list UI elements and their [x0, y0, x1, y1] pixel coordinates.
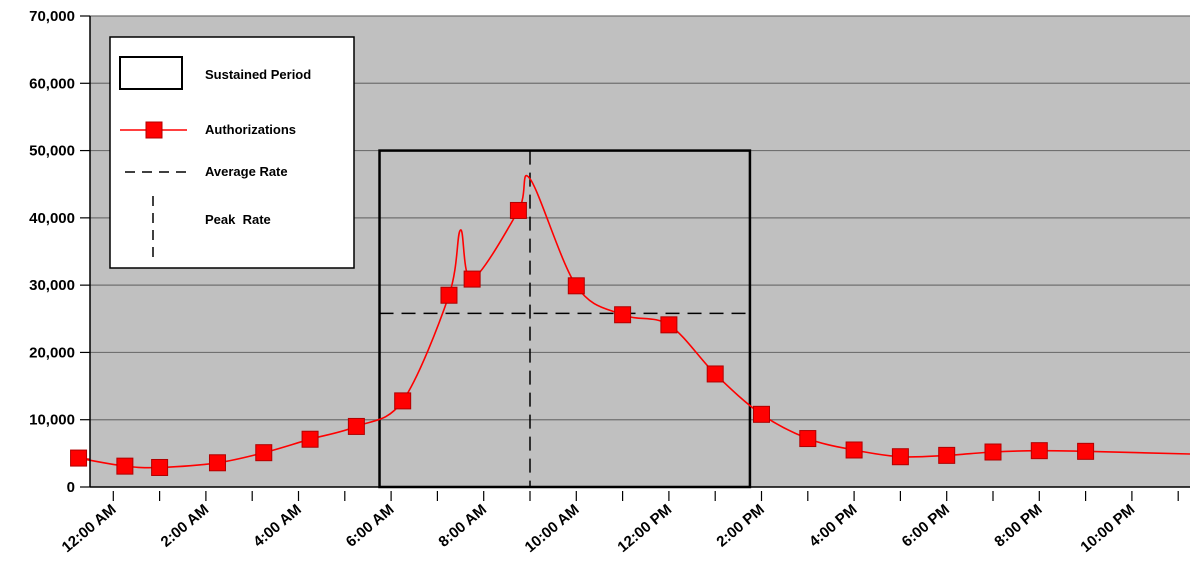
y-tick-label: 10,000	[29, 412, 75, 429]
x-tick-label: 8:00 PM	[991, 501, 1045, 550]
authorizations-marker	[394, 392, 412, 410]
x-tick-label: 4:00 AM	[250, 501, 305, 551]
authorizations-marker	[799, 430, 817, 448]
x-tick-label: 8:00 AM	[435, 501, 490, 551]
legend-label-authorizations: Authorizations	[205, 122, 296, 137]
y-tick-labels: 0 10,000 20,000 30,000 40,000 50,000 60,000 70,…	[29, 8, 90, 496]
legend-label-peak-rate: Peak Rate	[205, 212, 271, 227]
x-tick-label: 12:00 AM	[59, 501, 120, 556]
x-tick-label: 2:00 PM	[713, 501, 767, 550]
y-tick-label: 60,000	[29, 75, 75, 92]
legend-symbol-authorizations-marker	[145, 121, 163, 139]
axes	[89, 16, 1190, 501]
authorizations-marker	[347, 417, 365, 435]
authorizations-marker	[753, 405, 770, 423]
authorizations-line	[76, 175, 1191, 469]
authorizations-marker	[614, 306, 632, 324]
y-tick-label: 30,000	[29, 277, 75, 294]
authorizations-marker	[660, 316, 678, 334]
y-tick-label: 70,000	[29, 8, 75, 25]
authorizations-marker	[1030, 442, 1048, 460]
authorizations-marker	[463, 270, 481, 288]
x-tick-label: 12:00 PM	[614, 501, 675, 556]
authorizations-marker	[984, 443, 1002, 461]
y-tick-label: 20,000	[29, 344, 75, 361]
legend-label-average-rate: Average Rate	[205, 164, 288, 179]
x-tick-label: 10:00 PM	[1077, 501, 1138, 556]
authorizations-marker	[938, 446, 956, 464]
x-tick-label: 6:00 PM	[899, 501, 953, 550]
authorizations-marker	[116, 457, 134, 475]
x-tick-label: 2:00 AM	[158, 501, 213, 551]
authorizations-marker	[301, 430, 319, 448]
authorizations-marker	[255, 444, 273, 462]
x-tick-label: 10:00 AM	[522, 501, 583, 556]
legend: Sustained Period Authorizations Average …	[109, 36, 355, 269]
x-tick-label: 4:00 PM	[806, 501, 860, 550]
authorizations-marker	[208, 454, 226, 472]
legend-symbol-sustained-period	[119, 56, 183, 90]
authorizations-marker	[845, 441, 863, 459]
authorizations-marker	[151, 458, 169, 476]
authorizations-marker	[440, 286, 458, 304]
x-tick-label: 6:00 AM	[343, 501, 398, 551]
legend-box	[109, 36, 355, 269]
authorizations-marker	[1077, 442, 1095, 460]
authorizations-marker	[567, 277, 585, 295]
authorizations-marker	[509, 201, 527, 219]
authorizations-marker	[891, 448, 909, 466]
series-authorizations	[70, 175, 1191, 476]
y-tick-label: 0	[67, 479, 75, 496]
y-tick-label: 40,000	[29, 210, 75, 227]
y-tick-label: 50,000	[29, 143, 75, 160]
authorizations-marker	[706, 365, 724, 383]
authorizations-marker	[70, 449, 88, 467]
legend-label-sustained-period: Sustained Period	[205, 67, 311, 82]
x-tick-labels: 12:00 AM 2:00 AM 4:00 AM 6:00 AM 8:00 AM 10:0…	[59, 501, 1139, 556]
